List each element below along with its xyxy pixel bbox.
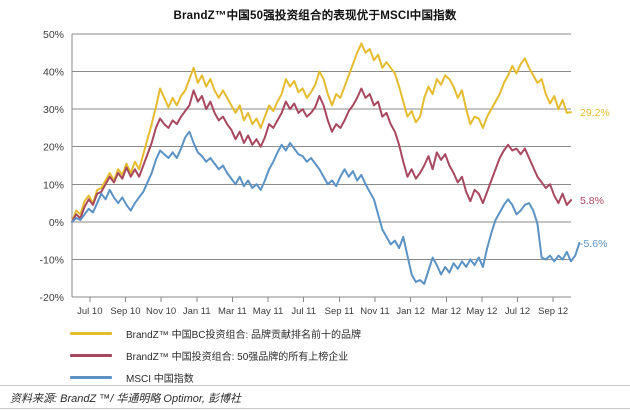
legend-label-brandz-bc: BrandZ™ 中国BC投资组合: 品牌贡献排名前十的品牌	[126, 329, 362, 341]
series-end-value-label: 29.2%	[580, 107, 610, 119]
source-divider	[0, 385, 630, 386]
x-axis-tick-label: Mar 12	[431, 306, 461, 317]
x-axis-tick-label: May 12	[466, 306, 497, 317]
x-axis-tick-label: Sep 11	[325, 306, 354, 317]
series-line-2	[71, 130, 581, 285]
x-axis-tick-label: Jul 12	[505, 306, 530, 317]
y-axis-tick-label: 50%	[43, 29, 64, 41]
footer-divider	[0, 408, 630, 409]
chart-legend: BrandZ™ 中国BC投资组合: 品牌贡献排名前十的品牌 BrandZ™ 中国…	[70, 322, 550, 388]
series-line-1	[71, 87, 572, 223]
series-end-value-label: -5.6%	[580, 238, 607, 250]
x-axis-tick-label: Jul 10	[77, 306, 102, 317]
x-axis-tick-label: Sep 10	[110, 306, 140, 317]
y-axis-tick-label: 30%	[43, 104, 64, 116]
y-axis-tick-label: -10%	[39, 254, 64, 266]
x-axis-tick-label: Jul 11	[291, 306, 316, 317]
x-axis-tick-label: Sep 12	[538, 306, 568, 317]
y-axis-tick-label: 40%	[43, 67, 64, 79]
series-line-0	[71, 42, 572, 223]
line-chart: 50% 40% 30% 20% 10% 0% -10% -20% Jul 10 Sep 10 Nov…	[39, 29, 610, 317]
x-axis-tick-label: Jan 12	[396, 306, 425, 317]
page-title: BrandZ™中国50强投资组合的表现优于MSCI中国指数	[173, 10, 457, 22]
legend-swatch-maroon	[70, 353, 112, 357]
y-axis-tick-label: 10%	[43, 179, 64, 191]
x-axis-tick-label: Nov 11	[360, 306, 389, 317]
legend-label-msci: MSCI 中国指数	[126, 373, 194, 385]
y-axis-tick-label: 0%	[49, 217, 64, 229]
legend-item-brandz-bc: BrandZ™ 中国BC投资组合: 品牌贡献排名前十的品牌	[70, 322, 550, 344]
source-note: 资料来源: BrandZ ™/ 华通明略 Optimor, 彭博社	[10, 393, 242, 405]
legend-item-msci: MSCI 中国指数	[70, 366, 550, 388]
y-axis-tick-label: 20%	[43, 142, 64, 154]
x-axis-tick-label: Mar 11	[218, 306, 247, 317]
legend-swatch-blue	[70, 375, 112, 379]
series-end-value-label: 5.8%	[580, 195, 604, 207]
x-axis-tick-label: Nov 10	[146, 306, 176, 317]
x-axis-tick-label: Jan 11	[183, 306, 211, 317]
legend-item-brandz-top50: BrandZ™ 中国投资组合: 50强品牌的所有上榜企业	[70, 344, 550, 366]
legend-label-brandz-top50: BrandZ™ 中国投资组合: 50强品牌的所有上榜企业	[126, 351, 349, 363]
legend-swatch-gold	[70, 331, 112, 335]
chart-plot-area: 50% 40% 30% 20% 10% 0% -10% -20% Jul 10 Sep 10 Nov…	[39, 29, 610, 317]
x-axis-tick-label: May 11	[253, 306, 283, 317]
y-axis-tick-label: -20%	[39, 292, 64, 304]
